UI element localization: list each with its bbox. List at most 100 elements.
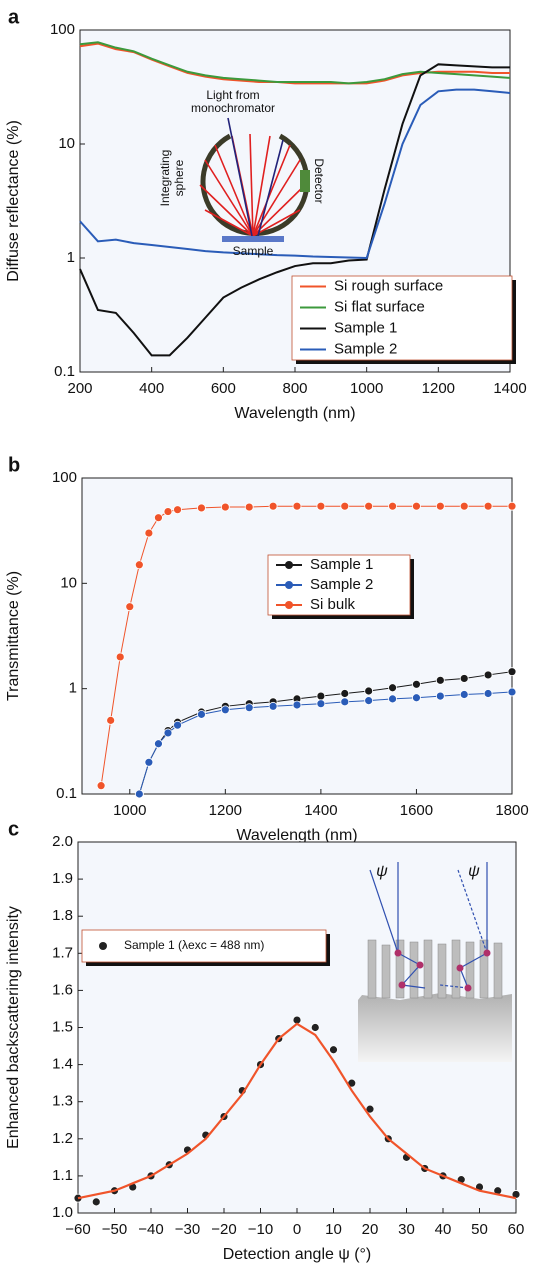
inset-sphere: Light from monochromator Integrating sph… — [158, 88, 326, 258]
data-point — [459, 690, 469, 699]
legend-label: Si bulk — [310, 596, 356, 613]
y-tick-label: 1 — [69, 680, 77, 697]
data-point — [483, 501, 493, 511]
data-point — [310, 1023, 320, 1032]
data-point — [268, 501, 278, 511]
x-tick-label: −30 — [175, 1221, 200, 1238]
y-tick-label: 1.3 — [52, 1093, 73, 1110]
y-tick-label: 100 — [50, 21, 75, 38]
legend-marker — [285, 561, 293, 569]
legend — [81, 929, 327, 963]
data-point — [268, 701, 278, 711]
y-tick-label: 1.0 — [52, 1204, 73, 1221]
x-axis-label: Wavelength (nm) — [236, 827, 357, 844]
x-tick-label: 20 — [362, 1221, 379, 1238]
x-tick-label: 60 — [508, 1221, 525, 1238]
y-tick-label: 10 — [60, 574, 77, 591]
y-tick-label: 10 — [58, 135, 75, 152]
annotation: ψ — [376, 863, 388, 880]
legend-label: Sample 2 — [334, 340, 397, 357]
data-point — [507, 501, 517, 511]
legend-label: Sample 1 — [334, 319, 397, 336]
x-tick-label: −20 — [211, 1221, 236, 1238]
data-point — [125, 602, 135, 612]
data-point — [96, 781, 106, 791]
y-tick-label: 0.1 — [56, 785, 77, 802]
y-axis-label: Transmittance (%) — [5, 571, 22, 701]
data-point — [507, 667, 517, 677]
data-point — [134, 560, 144, 570]
x-tick-label: 1200 — [209, 802, 242, 819]
legend-marker — [285, 581, 293, 589]
x-tick-label: 800 — [282, 380, 307, 397]
y-tick-label: 1.9 — [52, 870, 73, 887]
data-point — [340, 501, 350, 511]
data-point — [91, 1197, 101, 1207]
x-tick-label: −60 — [65, 1221, 90, 1238]
data-point — [483, 670, 493, 680]
x-tick-label: −10 — [248, 1221, 273, 1238]
data-point — [435, 675, 445, 685]
data-point — [412, 679, 421, 689]
panel-label: b — [8, 454, 20, 476]
data-point — [388, 694, 397, 704]
y-axis-label: Diffuse reflectance (%) — [5, 120, 22, 282]
y-tick-label: 1.6 — [52, 981, 73, 998]
data-point — [163, 507, 173, 516]
annotation: ψ — [468, 863, 480, 880]
plot-area — [81, 477, 513, 795]
data-point — [507, 687, 517, 697]
x-tick-label: 10 — [325, 1221, 342, 1238]
data-point — [435, 691, 445, 701]
data-point — [197, 503, 206, 513]
data-point — [173, 505, 182, 515]
data-point — [106, 715, 116, 725]
annotation: monochromator — [191, 101, 275, 115]
x-tick-label: 600 — [211, 380, 236, 397]
data-point — [316, 699, 326, 709]
data-point — [197, 709, 206, 719]
series-line — [79, 63, 510, 357]
data-point — [115, 652, 125, 662]
x-tick-label: 40 — [435, 1221, 452, 1238]
y-tick-label: 1 — [67, 249, 75, 266]
data-point — [340, 689, 350, 698]
data-point — [412, 501, 421, 511]
y-tick-label: 1.4 — [52, 1056, 73, 1073]
legend-marker — [285, 601, 293, 609]
data-point — [364, 696, 374, 706]
x-tick-label: 30 — [398, 1221, 415, 1238]
legend-label: Sample 2 — [310, 576, 373, 593]
legend-label: Sample 1 — [310, 556, 373, 573]
y-tick-label: 2.0 — [52, 833, 73, 850]
x-tick-label: 50 — [471, 1221, 488, 1238]
legend-label: Sample 1 (λexc = 488 nm) — [124, 938, 264, 952]
data-point — [144, 528, 154, 538]
annotation: Light from — [206, 88, 259, 102]
x-tick-label: −40 — [138, 1221, 163, 1238]
y-tick-label: 1.2 — [52, 1130, 73, 1147]
y-tick-label: 100 — [52, 469, 77, 486]
x-tick-label: 1800 — [495, 802, 528, 819]
data-point — [154, 739, 163, 749]
annotation: Sample — [233, 244, 274, 258]
legend-marker — [99, 942, 107, 950]
y-tick-label: 1.1 — [52, 1167, 73, 1184]
x-tick-label: 0 — [293, 1221, 301, 1238]
legend — [291, 275, 513, 361]
data-point — [173, 720, 182, 730]
data-point — [316, 501, 326, 511]
data-point — [154, 513, 163, 523]
data-point — [163, 728, 173, 738]
data-point — [459, 501, 469, 511]
data-point — [435, 501, 445, 511]
y-tick-label: 1.8 — [52, 907, 73, 924]
data-point — [340, 697, 350, 707]
data-point — [483, 689, 493, 698]
panel-label: c — [8, 818, 19, 840]
x-tick-label: 400 — [139, 380, 164, 397]
data-point — [292, 700, 302, 710]
legend-label: Si flat surface — [334, 298, 425, 315]
data-point — [220, 705, 230, 715]
